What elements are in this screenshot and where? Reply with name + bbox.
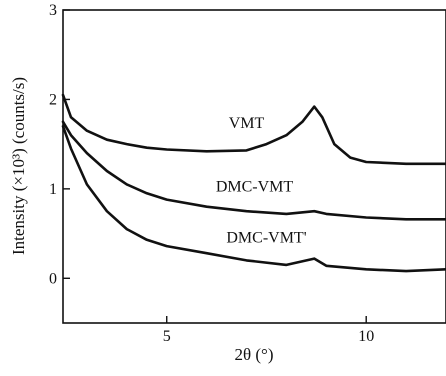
- series-line-3: [61, 125, 446, 273]
- series-labels: VMT DMC-VMT DMC-VMT': [216, 115, 307, 246]
- y-axis-title: Intensity (×10³) (counts/s): [9, 77, 28, 255]
- y-tick-label: 0: [49, 270, 57, 287]
- series-label-1: VMT: [229, 115, 265, 132]
- y-tick-label: 3: [49, 2, 57, 19]
- x-tick-label: 5: [163, 328, 171, 345]
- series-line-1: [61, 93, 446, 166]
- series-lines: [61, 93, 446, 273]
- series-label-3: DMC-VMT': [226, 230, 306, 247]
- series-label-2: DMC-VMT: [216, 179, 294, 196]
- series-line-2: [61, 120, 446, 221]
- y-tick-label: 1: [49, 181, 57, 198]
- tick-labels: 0 1 2 3 5 10: [49, 2, 374, 345]
- plot-frame: [62, 9, 446, 324]
- y-tick-label: 2: [49, 91, 57, 108]
- axis-ticks: [63, 9, 367, 323]
- x-axis-title: 2θ (°): [234, 345, 273, 364]
- x-tick-label: 10: [358, 328, 374, 345]
